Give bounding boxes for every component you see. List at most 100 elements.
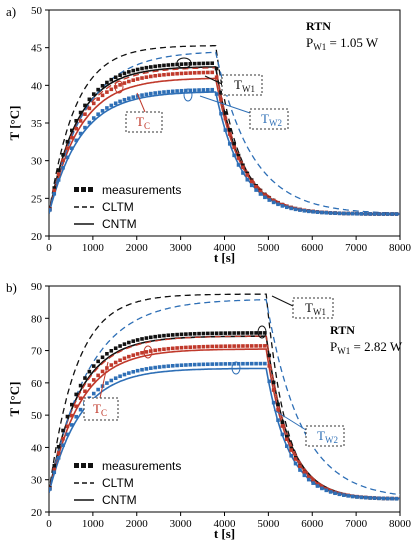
measurement-point — [122, 372, 127, 377]
measurement-point — [280, 424, 285, 428]
measurement-point — [241, 331, 245, 335]
measurement-point — [162, 90, 166, 94]
callout-ellipse — [143, 345, 153, 359]
measurement-point — [197, 88, 201, 92]
measurement-point — [306, 475, 311, 479]
measurement-point — [170, 72, 175, 76]
measurement-point — [127, 70, 131, 74]
legend-marker — [88, 463, 93, 468]
measurement-point — [153, 91, 157, 95]
annotation-TW2: TW2 — [231, 361, 345, 447]
measurement-point — [258, 189, 263, 194]
measurement-point — [223, 344, 228, 348]
measurement-point — [122, 356, 127, 361]
measurement-point — [192, 88, 197, 92]
measurement-point — [254, 188, 258, 192]
measurement-point — [56, 178, 61, 182]
measurement-point — [140, 93, 144, 97]
annotation-label: TC — [136, 114, 150, 131]
measurement-point — [175, 332, 179, 337]
measurement-point — [298, 208, 302, 212]
legend-item-cntm: CNTM — [74, 493, 137, 507]
measurement-point — [96, 359, 100, 364]
measurement-point — [87, 97, 92, 102]
measurement-point — [153, 74, 157, 78]
measurement-point — [236, 344, 241, 348]
measurement-point — [96, 97, 100, 101]
measurement-point — [280, 204, 285, 208]
legend-item-cntm: CNTM — [74, 217, 137, 231]
measurement-point — [263, 195, 267, 200]
measurement-point — [188, 61, 193, 66]
measurement-point — [179, 88, 184, 93]
measurement-point — [206, 331, 210, 336]
y-tick-label: 20 — [31, 507, 43, 519]
measurement-point — [372, 212, 377, 216]
measurement-point — [280, 420, 285, 425]
measurement-point — [157, 90, 162, 95]
annotation-TW1: TW1 — [176, 57, 263, 96]
measurement-point — [74, 118, 79, 123]
measurement-point — [127, 79, 131, 84]
measurement-point — [105, 351, 109, 356]
measurement-point — [140, 76, 144, 80]
measurement-point — [166, 63, 171, 67]
measurement-point — [214, 331, 219, 336]
measurement-point — [249, 344, 254, 348]
annotation-label: TW1 — [234, 77, 255, 94]
measurement-point — [223, 362, 228, 366]
measurement-point — [61, 153, 65, 157]
measurement-point — [153, 365, 157, 370]
measurement-point — [254, 344, 258, 348]
measurement-point — [271, 380, 276, 385]
measurement-point — [219, 97, 223, 102]
measurement-point — [83, 112, 87, 116]
measurement-point — [306, 209, 311, 214]
callout-ellipse — [183, 88, 193, 102]
measurement-point — [105, 381, 109, 385]
leader-line — [271, 295, 294, 307]
measurement-point — [109, 77, 114, 82]
measurement-point — [263, 331, 267, 335]
subtitle-main: P — [306, 35, 313, 50]
annotation-sub: W2 — [269, 118, 282, 128]
subtitle-sub: W1 — [313, 42, 326, 52]
measurement-point — [333, 491, 337, 496]
measurement-point — [56, 451, 61, 455]
measurement-point — [162, 364, 166, 369]
measurement-point — [236, 163, 241, 167]
measurement-point — [298, 464, 302, 469]
measurement-point — [192, 71, 197, 75]
measurement-point — [162, 333, 166, 338]
measurement-point — [144, 75, 149, 79]
measurement-point — [100, 369, 105, 374]
measurement-point — [184, 345, 188, 350]
y-tick-label: 40 — [31, 80, 43, 92]
measurement-point — [153, 348, 157, 353]
measurement-point — [131, 339, 136, 343]
annotation-TW2: TW2 — [183, 88, 289, 130]
measurement-point — [245, 344, 250, 348]
measurement-point — [113, 101, 118, 106]
measurement-point — [227, 362, 232, 366]
measurement-point — [271, 388, 276, 392]
measurement-point — [355, 211, 359, 216]
legend-marker — [81, 187, 86, 192]
measurement-point — [276, 418, 280, 422]
measurement-point — [363, 495, 368, 500]
measurement-point — [245, 177, 250, 182]
y-axis-label: T [°C] — [7, 106, 22, 141]
measurement-point — [241, 344, 245, 348]
y-tick-label: 30 — [31, 156, 43, 168]
annotation-label: TW2 — [317, 428, 338, 445]
measurement-point — [342, 211, 346, 216]
measurement-point — [249, 361, 254, 366]
measurement-point — [65, 146, 70, 150]
callout-ellipse — [176, 57, 192, 69]
annotation-main: T — [136, 114, 144, 129]
legend-item-cltm: CLTM — [74, 476, 134, 490]
series-TW2-CLTM — [49, 299, 400, 496]
measurement-point — [214, 362, 219, 366]
measurement-point — [188, 71, 193, 75]
measurement-point — [363, 212, 368, 216]
